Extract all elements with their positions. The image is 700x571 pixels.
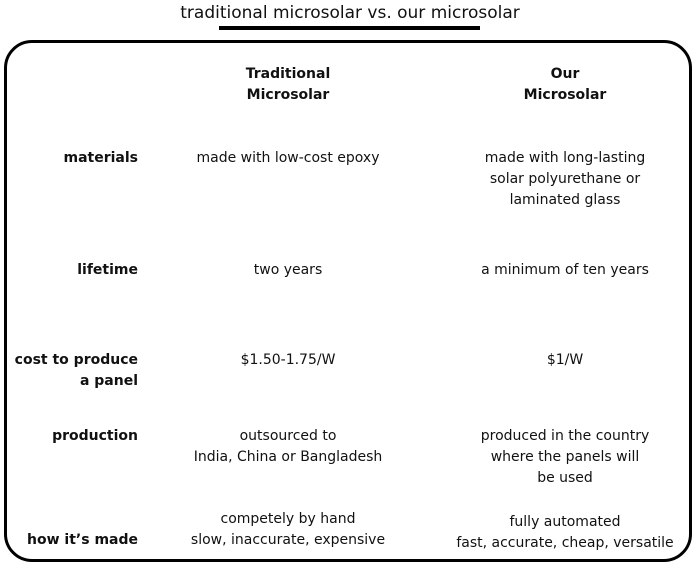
traditional-cost: $1.50-1.75/W <box>240 352 336 368</box>
traditional-materials: made with low-cost epoxy <box>196 150 380 166</box>
row-label-how-made: how it’s made <box>27 532 138 548</box>
row-label-cost: cost to produce a panel <box>14 352 138 389</box>
column-header-ours: Our Microsolar <box>523 66 607 103</box>
ours-how-made: fully automated fast, accurate, cheap, v… <box>456 514 674 551</box>
column-header-traditional: Traditional Microsolar <box>245 66 331 103</box>
ours-cost: $1/W <box>546 352 584 368</box>
ours-production: produced in the country where the panels… <box>480 428 650 486</box>
row-label-lifetime: lifetime <box>77 262 138 278</box>
traditional-how-made: competely by hand slow, inaccurate, expe… <box>190 511 386 548</box>
ours-lifetime: a minimum of ten years <box>481 262 649 278</box>
page-title: traditional microsolar vs. our microsola… <box>180 3 520 23</box>
row-label-materials: materials <box>63 150 138 166</box>
traditional-production: outsourced to India, China or Bangladesh <box>193 428 383 465</box>
comparison-panel <box>4 40 692 562</box>
traditional-lifetime: two years <box>253 262 323 278</box>
title-underline <box>219 26 480 30</box>
ours-materials: made with long-lasting solar polyurethan… <box>484 150 646 208</box>
row-label-production: production <box>52 428 138 444</box>
